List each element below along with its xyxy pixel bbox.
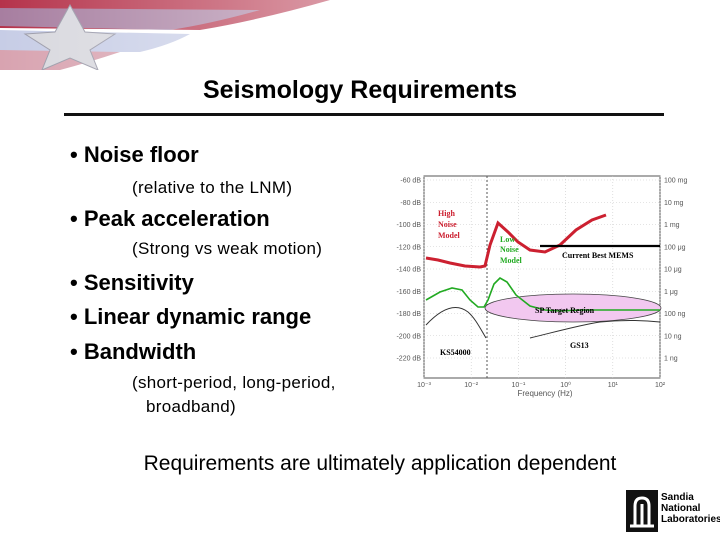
right-axis-tick-label: 100 ng — [664, 311, 686, 318]
sp-target-label: SP Target Region — [535, 306, 595, 315]
right-axis-tick-label: 100 mg — [664, 178, 687, 185]
left-axis-tick-label: -180 dB — [396, 311, 421, 318]
footer-statement: Requirements are ultimately application … — [143, 452, 617, 475]
banner-graphic — [0, 0, 720, 70]
right-axis-tick-label: 1 μg — [664, 289, 678, 296]
left-axis-tick-label: -220 dB — [396, 356, 421, 363]
right-axis-tick-label: 10 μg — [664, 267, 682, 274]
sandia-logo: Sandia National Laboratories — [626, 490, 720, 536]
x-axis-label: Frequency (Hz) — [517, 389, 572, 398]
right-axis-tick-label: 1 ng — [664, 356, 678, 363]
right-axis-tick-label: 1 mg — [664, 222, 680, 229]
x-axis-tick-label: 10⁻² — [464, 382, 478, 389]
left-axis-tick-label: -100 dB — [396, 222, 421, 229]
noise-chart: -60 dB -80 dB -100 dB -120 dB -140 dB -160 dB… — [396, 175, 687, 398]
logo-line-2: National — [661, 503, 701, 514]
high-noise-label-1: High — [438, 209, 455, 218]
bullet-bandwidth-sub: (short-period, long-period, — [132, 373, 336, 392]
ks54000-curve — [425, 307, 487, 339]
x-axis-tick-label: 10¹ — [608, 382, 619, 389]
slide-title: Seismology Requirements — [203, 76, 517, 104]
gs13-label: GS13 — [570, 341, 589, 350]
right-axis-tick-label: 10 mg — [664, 200, 684, 207]
low-noise-label-1: Low — [500, 235, 515, 244]
title-divider — [64, 113, 664, 116]
bullet-bandwidth: • Bandwidth — [70, 339, 197, 364]
gs13-curve — [529, 320, 661, 339]
high-noise-label-3: Model — [438, 231, 461, 240]
bullet-noise-floor: • Noise floor — [70, 142, 199, 167]
high-noise-curve — [425, 213, 607, 269]
left-axis-tick-label: -120 dB — [396, 244, 421, 251]
x-axis-tick-label: 10⁻³ — [417, 382, 431, 389]
bullet-bandwidth-sub2: broadband) — [146, 397, 236, 416]
ks54000-label: KS54000 — [440, 348, 471, 357]
bullet-peak-acceleration: • Peak acceleration — [70, 206, 270, 231]
bullet-noise-floor-sub: (relative to the LNM) — [132, 178, 293, 197]
left-axis-tick-label: -140 dB — [396, 267, 421, 274]
bullet-peak-acceleration-sub: (Strong vs weak motion) — [132, 239, 323, 258]
left-axis-tick-label: -60 dB — [400, 178, 421, 185]
left-axis-tick-label: -80 dB — [400, 200, 421, 207]
right-axis-tick-label: 100 μg — [664, 244, 686, 251]
right-axis-tick-label: 10 ng — [664, 333, 682, 340]
x-axis-tick-label: 10⁰ — [560, 381, 571, 389]
logo-line-3: Laboratories — [661, 514, 720, 525]
low-noise-label-2: Noise — [500, 245, 519, 254]
low-noise-curve — [425, 277, 660, 312]
x-axis-tick-label: 10² — [655, 382, 666, 389]
current-best-mems-label: Current Best MEMS — [562, 251, 634, 260]
logo-line-1: Sandia — [661, 492, 694, 503]
x-axis-tick-label: 10⁻¹ — [511, 382, 525, 389]
left-axis-tick-label: -160 dB — [396, 289, 421, 296]
sandia-logo-icon — [626, 490, 658, 532]
low-noise-label-3: Model — [500, 256, 523, 265]
bullet-linear-dynamic-range: • Linear dynamic range — [70, 304, 312, 329]
bullet-sensitivity: • Sensitivity — [70, 270, 194, 295]
left-axis-tick-label: -200 dB — [396, 333, 421, 340]
sp-target-region — [484, 293, 662, 323]
high-noise-label-2: Noise — [438, 220, 457, 229]
